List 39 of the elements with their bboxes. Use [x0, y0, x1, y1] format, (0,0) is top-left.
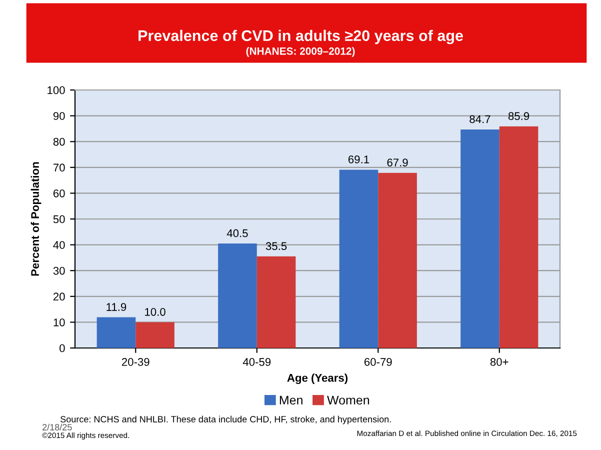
- y-tick-label: 90: [53, 112, 65, 120]
- text: 84.7: [470, 115, 490, 124]
- text: 40.5: [226, 229, 248, 238]
- x-tick-label: 80+: [490, 358, 508, 366]
- bar: [499, 126, 538, 348]
- legend-label: Women: [327, 396, 370, 405]
- y-tick-label: 10: [54, 318, 65, 326]
- y-tick-label: 60: [53, 189, 65, 198]
- bar: [256, 256, 296, 348]
- text: 85.9: [508, 112, 530, 120]
- legend-label: Men: [280, 396, 302, 405]
- y-tick-label: 70: [53, 164, 65, 172]
- x-axis-title: Age (Years): [287, 374, 348, 384]
- y-tick-label: 20: [53, 292, 65, 301]
- text: 69.1: [348, 155, 369, 164]
- x-tick-label: 60-79: [364, 358, 392, 366]
- y-tick-label: 80: [53, 138, 65, 146]
- bar: [218, 244, 257, 348]
- bar: [460, 129, 500, 348]
- bar: [96, 317, 136, 348]
- y-tick-label: 40: [53, 241, 65, 249]
- text: 35.5: [266, 242, 287, 250]
- x-tick-label: 20-39: [122, 358, 150, 366]
- text: 11.9: [106, 303, 126, 311]
- x-tick-label: 40-59: [242, 358, 271, 366]
- text: 10.0: [145, 308, 166, 316]
- y-tick-label: 30: [53, 266, 65, 275]
- y-axis-title: Percent of Population: [30, 162, 42, 276]
- bar: [136, 322, 174, 348]
- chart-title: Prevalence of CVD in adults ≥20 years of age: [138, 30, 463, 44]
- text: 67.9: [387, 158, 408, 166]
- text: 2/18/25: [42, 424, 72, 430]
- bar: [339, 170, 378, 348]
- y-tick-label: 100: [48, 86, 65, 94]
- y-tick-label: 0: [60, 344, 65, 352]
- bar: [378, 172, 417, 348]
- source-note: Source: NCHS and NHLBI. These data include CHD, HF, stroke, and hypertension.: [60, 416, 391, 424]
- y-tick-label: 50: [53, 215, 65, 224]
- chart-subtitle: (NHANES: 2009–2012): [246, 47, 355, 57]
